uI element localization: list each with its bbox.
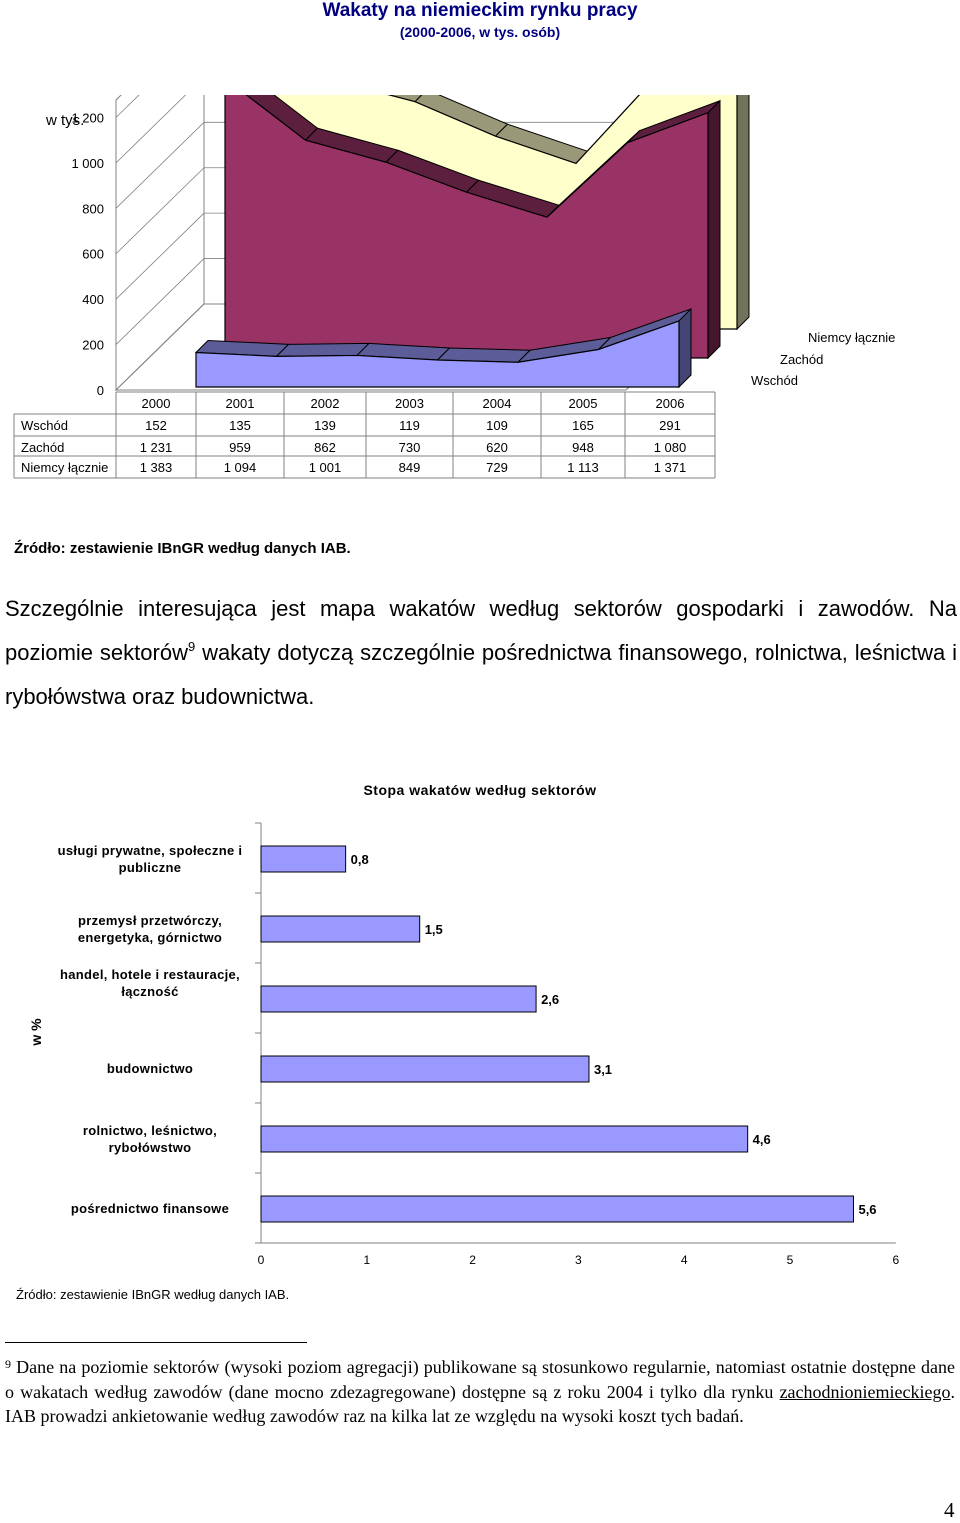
chart1-xtick-label: 2000 xyxy=(142,396,171,411)
footnote-text-1: Dane na poziomie sektorów (wysoki poziom… xyxy=(5,1357,955,1402)
chart1-table-series-label: Niemcy łącznie xyxy=(21,460,108,475)
footnote: 9 Dane na poziomie sektorów (wysoki pozi… xyxy=(5,1355,955,1429)
chart1-table-cell: 291 xyxy=(659,418,681,433)
chart1-ytick-label: 200 xyxy=(82,338,104,353)
chart1-table-cell: 139 xyxy=(314,418,336,433)
chart1-legend-label: Wschód xyxy=(751,373,798,388)
chart2-bar xyxy=(260,915,421,943)
chart1-gridline xyxy=(115,121,714,209)
chart1-table-cell: 1 001 xyxy=(309,460,342,475)
chart2-data-label: 3,1 xyxy=(594,1062,612,1077)
chart1-ytick-label: 0 xyxy=(97,383,104,398)
chart2-category-label: publiczne xyxy=(119,860,182,875)
chart2-data-label: 2,6 xyxy=(541,992,559,1007)
chart2-data-label: 4,6 xyxy=(753,1132,771,1147)
chart2-xtick-label: 5 xyxy=(787,1253,794,1267)
chart1-table-cell: 729 xyxy=(486,460,508,475)
chart1-table-cell: 109 xyxy=(486,418,508,433)
area-chart-3d: 1 4001 2001 0008006004002000WschódZachód… xyxy=(13,95,895,479)
chart2-category-label: przemysł przetwórczy, xyxy=(78,913,222,928)
chart1-series-side-1 xyxy=(678,307,692,389)
chart2-xtick-label: 1 xyxy=(363,1253,370,1267)
chart1-table-series-label: Zachód xyxy=(21,440,64,455)
chart1-table-cell: 948 xyxy=(572,440,594,455)
page-number: 4 xyxy=(944,1498,955,1522)
page-title: Wakaty na niemieckim rynku pracy xyxy=(322,0,638,21)
paragraph-text-1: Szczególnie interesująca jest mapa wakat… xyxy=(5,596,957,665)
chart2-bar xyxy=(260,985,537,1013)
chart1-ytick-label: 1 200 xyxy=(71,110,104,125)
chart1-gridline xyxy=(115,95,187,164)
source-note-1: Źródło: zestawienie IBnGR według danych … xyxy=(14,540,351,557)
footnote-text-2: . IAB prowadzi ankietowanie według zawod… xyxy=(5,1381,955,1427)
chart1-table-cell: 620 xyxy=(486,440,508,455)
chart1-table-cell: 730 xyxy=(399,440,421,455)
chart1-table-cell: 1 080 xyxy=(654,440,687,455)
chart2-title: Stopa wakatów według sektorów xyxy=(363,782,596,798)
chart1-table-cell: 862 xyxy=(314,440,336,455)
chart2-category-label: rybołówstwo xyxy=(109,1140,192,1155)
body-paragraph: Szczególnie interesująca jest mapa wakat… xyxy=(5,587,957,719)
chart1-table-series-label: Wschód xyxy=(21,418,68,433)
chart1-xtick-label: 2006 xyxy=(656,396,685,411)
chart2-category-label: energetyka, górnictwo xyxy=(78,930,222,945)
chart1-table-cell: 119 xyxy=(399,418,420,433)
page-subtitle: (2000-2006, w tys. osób) xyxy=(399,24,561,40)
chart2-bar xyxy=(260,1125,749,1153)
chart2-category-label: rolnictwo, leśnictwo, xyxy=(83,1123,217,1138)
chart1-table-cell: 1 371 xyxy=(654,460,687,475)
chart2-xtick-label: 3 xyxy=(575,1253,582,1267)
footnote-separator xyxy=(5,1342,307,1343)
chart2-xtick-label: 4 xyxy=(681,1253,688,1267)
chart2-xtick-label: 6 xyxy=(892,1253,899,1267)
chart1-xtick-label: 2002 xyxy=(311,396,340,411)
chart1-xtick-label: 2003 xyxy=(395,396,424,411)
chart1-xtick-label: 2004 xyxy=(483,396,512,411)
chart1-table-cell: 152 xyxy=(145,418,167,433)
chart2-y-axis-label: w % xyxy=(28,1018,44,1047)
chart2-bar xyxy=(260,1055,590,1083)
chart1-table-cell: 165 xyxy=(572,418,594,433)
chart1-legend-label: Zachód xyxy=(780,352,823,367)
chart1-series-1 xyxy=(195,320,680,388)
chart2-category-label: usługi prywatne, społeczne i xyxy=(58,843,243,858)
chart2-bar xyxy=(260,845,347,873)
chart1-table-cell: 1 113 xyxy=(567,460,599,475)
chart1-xtick-label: 2001 xyxy=(226,396,255,411)
chart1-xtick-label: 2005 xyxy=(569,396,598,411)
chart1-ytick-label: 1 000 xyxy=(71,156,104,171)
chart2-xtick-label: 2 xyxy=(469,1253,476,1267)
chart1-unit-label: w tys. xyxy=(46,112,85,129)
paragraph-text-2: wakaty dotyczą szczególnie pośrednictwa … xyxy=(5,640,958,709)
footnote-number: 9 xyxy=(5,1357,11,1371)
chart2-category-label: handel, hotele i restauracje, xyxy=(60,967,240,982)
chart1-series-2 xyxy=(224,95,709,359)
chart2-category-label: łączność xyxy=(121,984,178,999)
chart1-series-side-3 xyxy=(736,95,750,331)
chart1-ytick-label: 600 xyxy=(82,247,104,262)
chart1-ytick-label: 800 xyxy=(82,201,104,216)
chart2-category-label: budownictwo xyxy=(107,1061,193,1076)
chart2-bar xyxy=(260,1195,854,1223)
chart2-xtick-label: 0 xyxy=(258,1253,265,1267)
chart1-table-cell: 849 xyxy=(399,460,421,475)
chart2-data-label: 1,5 xyxy=(425,922,443,937)
chart1-series-top-1 xyxy=(275,342,371,357)
chart2-category-label: pośrednictwo finansowe xyxy=(71,1201,229,1216)
chart1-table-cell: 1 231 xyxy=(140,440,173,455)
chart1-table-cell: 1 094 xyxy=(224,460,257,475)
chart1-ytick-label: 400 xyxy=(82,292,104,307)
chart2-data-label: 5,6 xyxy=(858,1202,876,1217)
bar-chart-sectors: Stopa wakatów według sektorów 0 1 2 3 4 5 6 w % 0… xyxy=(28,782,899,1267)
chart1-table-cell: 959 xyxy=(229,440,251,455)
chart1-legend-label: Niemcy łącznie xyxy=(808,330,895,345)
chart1-series-side-2 xyxy=(707,99,721,360)
chart1-table-cell: 135 xyxy=(229,418,251,433)
chart1-table-cell: 1 383 xyxy=(140,460,173,475)
footnote-ref: 9 xyxy=(187,639,196,654)
source-note-2: Źródło: zestawienie IBnGR według danych … xyxy=(16,1287,290,1302)
chart2-data-label: 0,8 xyxy=(351,852,369,867)
footnote-link: zachodnioniemieckiego xyxy=(779,1381,951,1402)
